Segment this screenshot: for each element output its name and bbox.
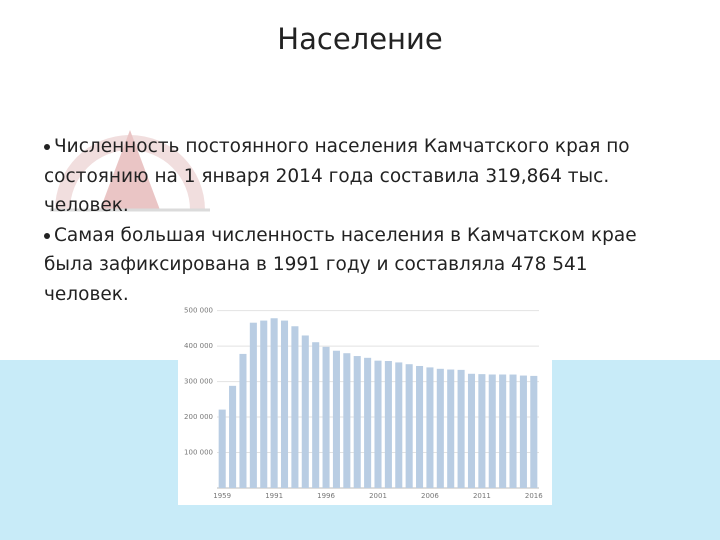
bar [291,326,299,488]
bullet: Самая большая численность населения в Ка… [44,221,664,310]
bar [353,356,361,488]
bullet: Численность постоянного населения Камчат… [44,132,664,221]
x-tick-label: 2006 [421,492,439,500]
bar [322,346,330,488]
x-tick-label: 1991 [265,492,283,500]
bar [395,362,403,488]
y-tick-label: 400 000 [184,342,213,350]
y-tick-label: 200 000 [184,413,213,421]
bullet-dot [44,232,50,239]
bar [260,320,268,488]
bar [405,364,413,488]
x-tick-label: 1996 [317,492,335,500]
bar [270,318,278,488]
slide-title: Население [277,22,443,56]
bar [249,322,257,488]
text-block: Численность постоянного населения Камчат… [44,132,664,309]
bar [488,374,496,488]
x-tick-label: 2016 [525,492,543,500]
x-tick-label: 2001 [369,492,387,500]
bar [364,357,372,488]
bar [343,353,351,488]
y-tick-label: 100 000 [184,449,213,457]
x-tick-label: 2011 [473,492,491,500]
logo [50,130,210,212]
bar [374,360,382,488]
bullet-text: Численность постоянного населения Камчат… [44,136,630,216]
bar [530,375,538,488]
bar [280,320,289,488]
bar [426,367,434,488]
bar [519,375,527,488]
x-tick-label: 1959 [213,492,231,500]
bar [416,365,424,488]
bar [301,335,309,488]
bar [447,369,455,488]
bar [499,374,507,488]
bar [239,353,247,488]
bar [218,409,226,488]
bullet-dot [44,144,50,150]
bar [229,385,237,488]
bar [478,374,486,488]
y-tick-label: 300 000 [184,378,213,386]
chart: 100 000 200 000 300 000 400 000 500 000 1959 1… [178,292,552,505]
bar [457,369,465,488]
bar [509,374,517,488]
bullet-text: Самая большая численность населения в Ка… [44,224,637,305]
bar [332,350,340,488]
bar [384,361,392,488]
y-tick-label: 500 000 [184,307,213,315]
bar [312,342,320,488]
bar [436,368,444,488]
bar [467,373,476,488]
